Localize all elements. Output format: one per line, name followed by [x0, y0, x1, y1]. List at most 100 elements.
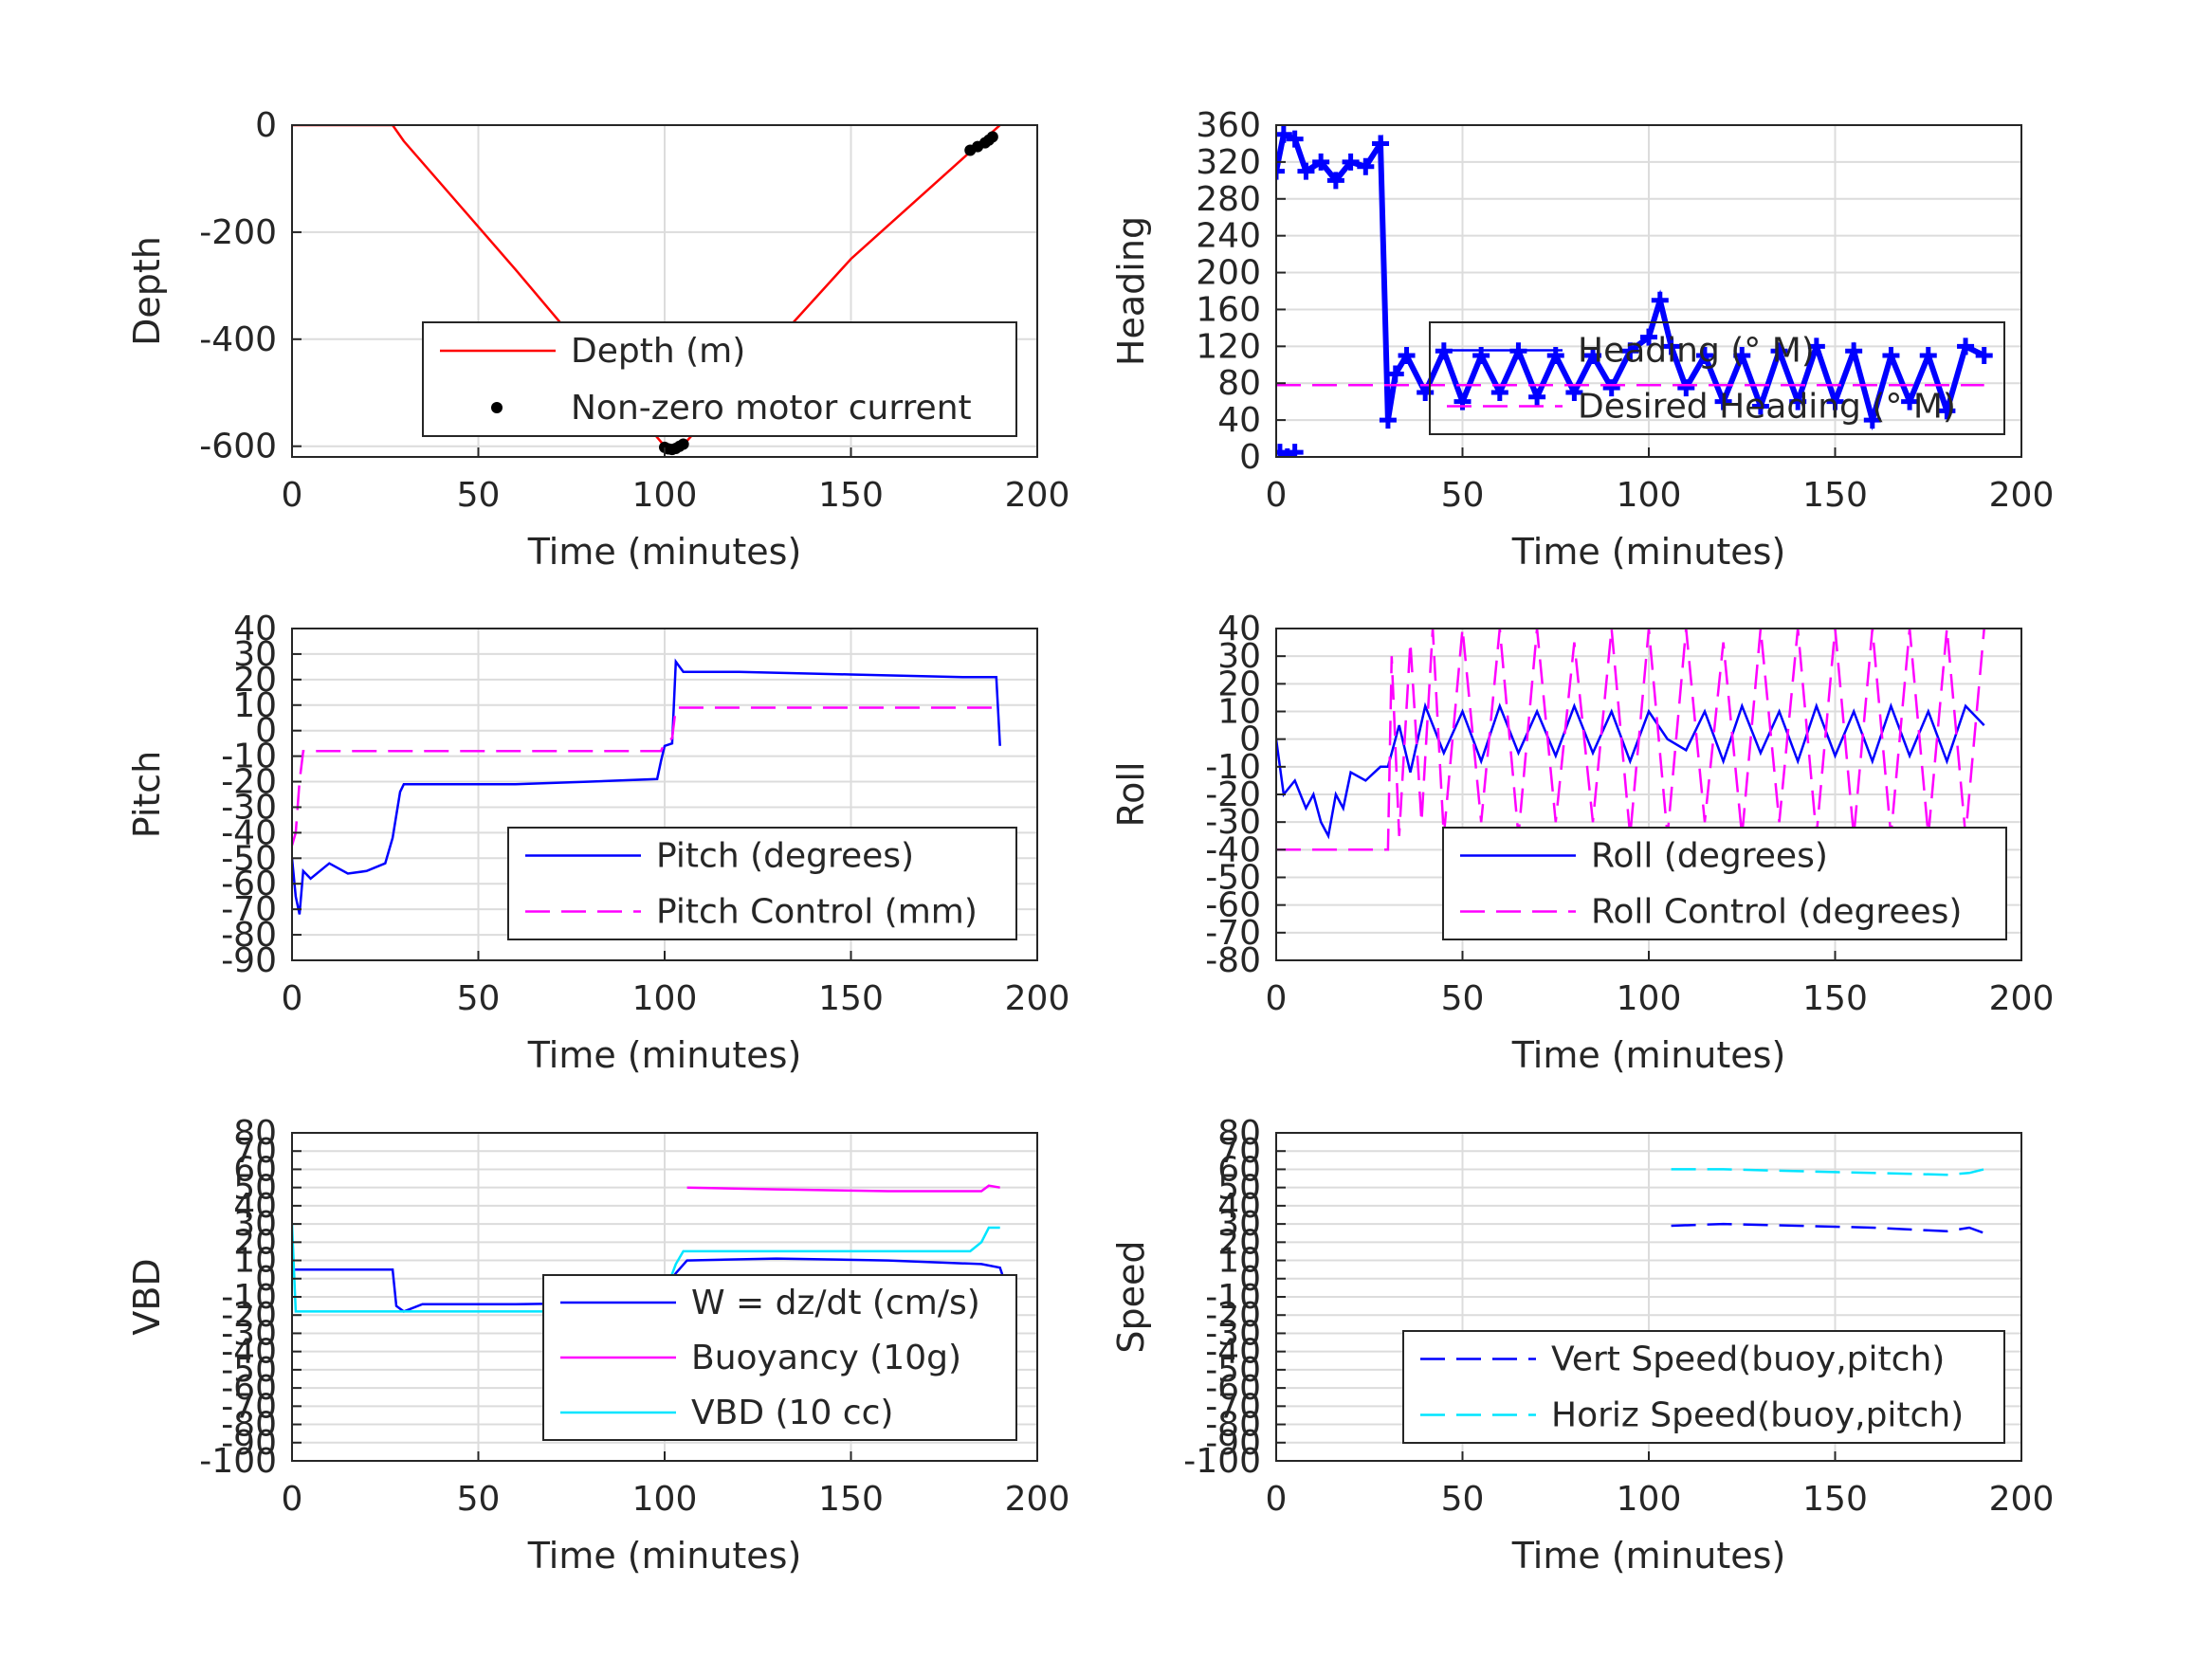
x-tick-label: 0 [282, 476, 303, 515]
x-tick-label: 100 [1617, 476, 1682, 515]
y-tick-label: 0 [255, 106, 277, 145]
legend-box [1402, 1330, 2005, 1444]
y-tick-label: -20 [1205, 775, 1261, 814]
x-axis-label: Time (minutes) [1511, 1034, 1786, 1076]
y-tick-label: 50 [233, 1169, 277, 1208]
y-tick-label: 360 [1196, 106, 1261, 145]
y-tick-label: 10 [233, 1242, 277, 1281]
y-tick-label: 80 [1217, 1114, 1261, 1153]
data-point [986, 131, 998, 143]
y-tick-label: 20 [1217, 665, 1261, 703]
legend-marker [491, 402, 503, 413]
y-tick-label: 30 [1217, 1205, 1261, 1244]
series-line [1671, 1222, 1985, 1234]
y-tick-label: 70 [233, 1132, 277, 1171]
legend-entry: Desired Heading (° M) [1578, 388, 1956, 427]
y-tick-label: 30 [233, 635, 277, 674]
y-tick-label: 10 [1217, 693, 1261, 732]
plus-marker [1938, 402, 1956, 420]
x-tick-label: 150 [818, 1480, 884, 1519]
y-tick-label: -40 [1205, 1333, 1261, 1372]
y-tick-label: -40 [1205, 830, 1261, 869]
plus-marker [1651, 291, 1669, 309]
y-tick-label: -50 [1205, 859, 1261, 898]
y-tick-label: -90 [221, 1424, 277, 1463]
plus-marker [1276, 125, 1292, 143]
y-tick-label: 40 [1217, 1187, 1261, 1226]
plus-marker [1490, 383, 1508, 401]
legend: W = dz/dt (cm/s) Buoyancy (10g) VBD (10 cc… [542, 1274, 1017, 1441]
x-tick-label: 50 [457, 979, 501, 1018]
data-layer [1276, 125, 1993, 457]
y-tick-label: 40 [1217, 401, 1261, 440]
plus-marker [1714, 392, 1732, 410]
legend-entry: Pitch Control (mm) [656, 893, 978, 932]
plus-marker [1957, 337, 1975, 356]
y-tick-label: -80 [1205, 1406, 1261, 1445]
subplot-1: 0 50 100 150 200 0 -200 -400 -600 Time (minutes) D… [126, 106, 1069, 573]
x-tick-label: 100 [1617, 1480, 1682, 1519]
y-tick-label: -10 [221, 1278, 277, 1317]
x-tick-label: 0 [1266, 476, 1288, 515]
y-tick-label: -100 [199, 1442, 277, 1481]
data-layer [292, 658, 1001, 915]
data-layer [1276, 629, 1985, 851]
legend-entry: W = dz/dt (cm/s) [691, 1284, 980, 1322]
x-tick-label: 100 [632, 1480, 698, 1519]
plus-marker [1789, 392, 1807, 410]
x-tick-label: 0 [1266, 979, 1288, 1018]
plus-marker [1919, 347, 1937, 365]
x-tick-label: 50 [1441, 979, 1485, 1018]
y-tick-label: -10 [221, 738, 277, 776]
y-tick-label: -50 [221, 1351, 277, 1390]
legend-box [422, 321, 1017, 437]
y-tick-label: 200 [1196, 254, 1261, 293]
legend-entry: Heading (° M) [1578, 332, 1815, 371]
y-tick-label: -10 [1205, 1278, 1261, 1317]
y-tick-label: -30 [1205, 803, 1261, 842]
data-layer [1671, 1168, 1985, 1234]
legend-entry: Pitch (degrees) [656, 837, 914, 876]
x-tick-label: 150 [1802, 979, 1868, 1018]
x-tick-label: 50 [457, 1480, 501, 1519]
y-tick-label: -80 [1205, 941, 1261, 980]
y-tick-label: 40 [233, 610, 277, 648]
y-tick-label: 80 [233, 1114, 277, 1153]
y-tick-label: -30 [1205, 1314, 1261, 1353]
y-tick-label: 10 [1217, 1242, 1261, 1281]
series-line [1671, 1168, 1985, 1176]
x-tick-label: 50 [457, 476, 501, 515]
x-tick-label: 150 [1802, 1480, 1868, 1519]
y-axis-label: Pitch [126, 751, 168, 839]
x-tick-label: 200 [1005, 979, 1070, 1018]
series-line [292, 658, 1001, 915]
x-axis-label: Time (minutes) [1511, 1535, 1786, 1577]
legend: Roll (degrees) Roll Control (degrees) [1442, 827, 2007, 940]
plus-marker [1326, 172, 1344, 190]
y-tick-label: 60 [233, 1150, 277, 1189]
y-tick-label: 0 [1239, 720, 1261, 759]
y-tick-label: 20 [233, 1223, 277, 1262]
y-tick-label: -40 [221, 1333, 277, 1372]
y-axis-label: Speed [1110, 1240, 1152, 1353]
y-tick-label: -90 [1205, 1424, 1261, 1463]
plus-marker [1975, 347, 1993, 365]
plus-marker [1357, 157, 1375, 175]
y-axis-label: Roll [1110, 761, 1152, 827]
plus-marker [1565, 383, 1583, 401]
y-tick-label: -20 [221, 763, 277, 802]
y-axis-label: VBD [126, 1258, 168, 1335]
legend-entry: Vert Speed(buoy,pitch) [1551, 1340, 1945, 1379]
x-tick-label: 50 [1441, 1480, 1485, 1519]
x-tick-label: 50 [1441, 476, 1485, 515]
plus-marker [1901, 392, 1919, 410]
y-tick-label: -70 [1205, 914, 1261, 953]
x-axis-label: Time (minutes) [1511, 531, 1786, 573]
y-axis-label: Heading [1110, 216, 1152, 366]
y-tick-label: 80 [1217, 364, 1261, 403]
plus-marker [1733, 347, 1751, 365]
y-tick-label: -100 [1183, 1442, 1261, 1481]
y-tick-label: -600 [199, 428, 277, 466]
plus-marker [1826, 392, 1844, 410]
